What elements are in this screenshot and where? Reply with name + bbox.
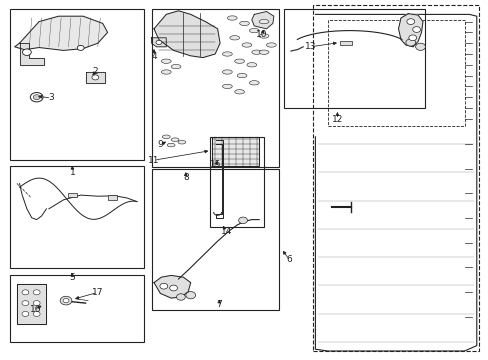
Text: 2: 2 — [92, 68, 98, 77]
Bar — [10, 275, 144, 342]
Ellipse shape — [171, 138, 179, 141]
Bar — [10, 166, 144, 268]
Ellipse shape — [249, 28, 259, 33]
Ellipse shape — [242, 43, 251, 47]
Bar — [151, 9, 278, 167]
Bar — [312, 5, 478, 351]
Polygon shape — [151, 38, 166, 47]
Text: 9: 9 — [157, 140, 163, 149]
Ellipse shape — [266, 43, 276, 47]
Ellipse shape — [259, 19, 268, 24]
Circle shape — [33, 95, 40, 100]
Circle shape — [63, 298, 69, 303]
Ellipse shape — [234, 90, 244, 94]
Circle shape — [405, 39, 415, 46]
Ellipse shape — [237, 73, 246, 78]
Ellipse shape — [162, 135, 170, 139]
Ellipse shape — [259, 50, 268, 54]
Ellipse shape — [161, 70, 171, 74]
Ellipse shape — [161, 59, 171, 63]
Text: 14: 14 — [220, 228, 232, 236]
Polygon shape — [398, 14, 422, 47]
Circle shape — [30, 93, 43, 102]
Text: 12: 12 — [331, 115, 343, 124]
Circle shape — [22, 49, 31, 55]
Circle shape — [22, 290, 29, 295]
Text: 8: 8 — [183, 173, 188, 181]
Circle shape — [22, 311, 29, 316]
Circle shape — [406, 19, 414, 24]
Circle shape — [238, 217, 247, 224]
Ellipse shape — [167, 143, 175, 147]
Polygon shape — [154, 275, 190, 298]
Bar — [68, 193, 77, 197]
Circle shape — [185, 292, 195, 299]
Circle shape — [412, 27, 420, 32]
Ellipse shape — [229, 36, 239, 40]
Circle shape — [176, 294, 185, 300]
Ellipse shape — [259, 34, 268, 38]
Ellipse shape — [222, 52, 232, 56]
Text: 6: 6 — [286, 256, 292, 264]
Ellipse shape — [227, 16, 237, 20]
Circle shape — [33, 290, 40, 295]
Circle shape — [169, 285, 177, 291]
Text: 17: 17 — [92, 288, 103, 297]
Ellipse shape — [178, 140, 185, 144]
Circle shape — [160, 283, 167, 289]
Polygon shape — [211, 137, 259, 166]
Bar — [10, 9, 144, 160]
Circle shape — [60, 296, 72, 305]
Polygon shape — [154, 11, 220, 58]
Bar — [327, 20, 464, 126]
Circle shape — [408, 35, 416, 41]
Circle shape — [77, 45, 84, 50]
Ellipse shape — [222, 70, 232, 74]
Text: 7: 7 — [216, 300, 222, 309]
Ellipse shape — [251, 50, 261, 54]
Bar — [339, 41, 351, 45]
Text: 11: 11 — [148, 156, 160, 165]
Text: 1: 1 — [69, 167, 75, 176]
Ellipse shape — [171, 64, 181, 69]
Text: 5: 5 — [69, 274, 75, 282]
Text: 10: 10 — [255, 31, 267, 40]
Bar — [283, 9, 425, 108]
Circle shape — [33, 301, 40, 306]
Bar — [210, 137, 264, 227]
Ellipse shape — [249, 81, 259, 85]
Circle shape — [415, 43, 425, 50]
Ellipse shape — [234, 59, 244, 63]
Polygon shape — [85, 72, 105, 83]
Polygon shape — [15, 16, 107, 50]
Text: 4: 4 — [151, 52, 157, 61]
Ellipse shape — [246, 63, 256, 67]
Polygon shape — [17, 284, 46, 324]
Ellipse shape — [222, 84, 232, 89]
Text: 13: 13 — [304, 42, 316, 51]
Text: 16: 16 — [29, 305, 41, 314]
Circle shape — [33, 311, 40, 316]
Circle shape — [92, 75, 99, 80]
Polygon shape — [20, 43, 44, 65]
Polygon shape — [251, 12, 273, 29]
Bar — [107, 195, 117, 200]
Text: 3: 3 — [48, 94, 54, 102]
Bar — [151, 169, 278, 310]
Circle shape — [156, 40, 162, 45]
Text: 15: 15 — [210, 160, 222, 169]
Ellipse shape — [239, 21, 249, 26]
Circle shape — [22, 301, 29, 306]
